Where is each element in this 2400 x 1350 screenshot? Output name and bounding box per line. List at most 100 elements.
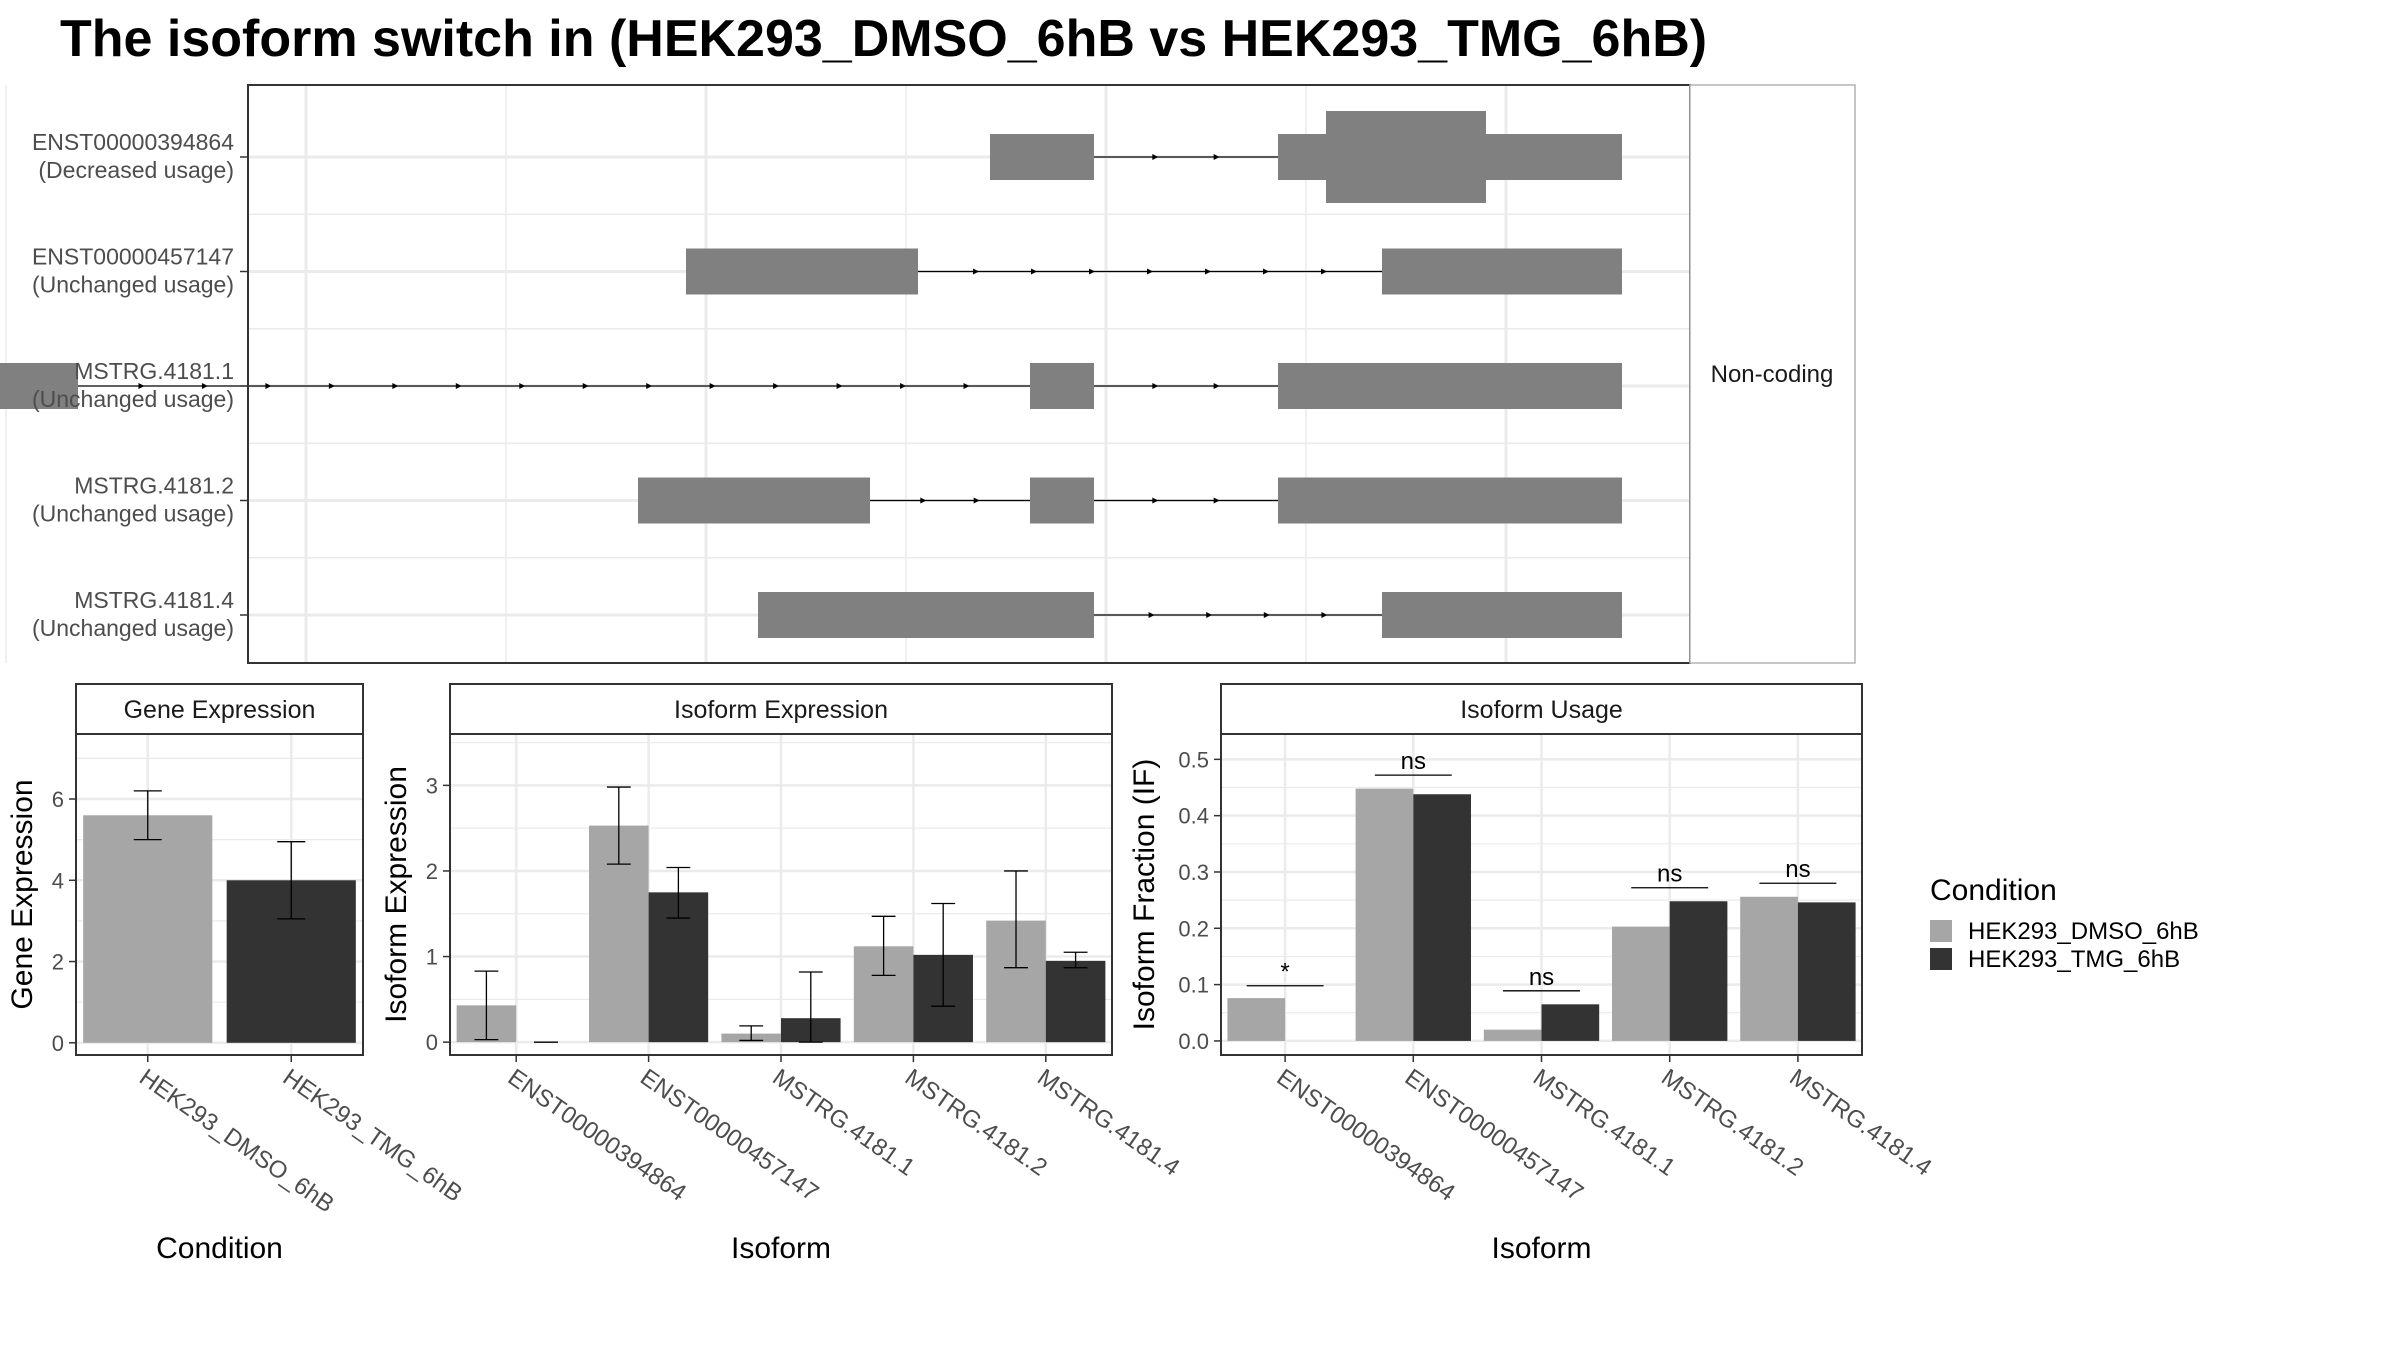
intron-arrow <box>920 497 927 504</box>
bar <box>1413 794 1471 1041</box>
significance-label: ns <box>1529 964 1554 991</box>
panel-title: Isoform Expression <box>674 696 888 724</box>
transcript-id-label: MSTRG.4181.1 <box>74 358 234 384</box>
intron-arrow <box>1206 612 1213 618</box>
bar <box>1541 1004 1600 1041</box>
legend-title: Condition <box>1930 874 2057 907</box>
panel-border <box>75 733 364 1056</box>
exon-block <box>1486 134 1622 180</box>
panel-title: Isoform Usage <box>1460 696 1623 724</box>
intron-arrow <box>1147 268 1153 275</box>
intron-arrow <box>519 383 526 389</box>
intron-arrow <box>709 383 716 389</box>
intron-arrow <box>1089 268 1095 275</box>
exon-block <box>1278 134 1326 180</box>
intron-arrow <box>1031 268 1037 275</box>
y-tick-label: 4 <box>52 868 64 893</box>
legend-swatch <box>1930 920 1952 942</box>
y-tick-label: 0.4 <box>1178 804 1209 829</box>
legend-swatch <box>1930 948 1952 970</box>
panel-strip <box>449 683 1113 735</box>
intron-arrow <box>1321 612 1328 618</box>
exon-block <box>1382 592 1622 638</box>
intron-arrow <box>1152 497 1159 504</box>
bar <box>1740 896 1798 1041</box>
bar <box>1227 998 1286 1041</box>
exon-block <box>1278 477 1622 524</box>
exon-block <box>1382 248 1622 295</box>
intron-arrow <box>836 383 843 389</box>
x-tick-label: MSTRG.4181.2 <box>900 1064 1052 1182</box>
significance-label: * <box>1280 959 1289 986</box>
x-tick-label: MSTRG.4181.4 <box>1784 1064 1936 1182</box>
coding-exon-block <box>1326 111 1486 203</box>
legend-entry-label: HEK293_DMSO_6hB <box>1968 918 2199 945</box>
significance-label: ns <box>1657 861 1682 888</box>
intron-arrow <box>1148 612 1155 618</box>
transcript-row <box>758 592 1622 638</box>
intron-arrow <box>455 383 462 389</box>
y-tick-label: 0.0 <box>1178 1029 1209 1054</box>
intron-arrow <box>328 383 335 389</box>
y-axis-title: Isoform Expression <box>380 766 413 1023</box>
transcript-structure-panel: ENST00000394864(Decreased usage) ENST0000… <box>0 84 1856 664</box>
bar <box>1797 902 1856 1041</box>
transcript-usage-label: (Unchanged usage) <box>32 272 234 298</box>
y-tick-label: 0 <box>426 1030 438 1055</box>
transcript-row <box>990 111 1622 203</box>
intron-arrow <box>1263 612 1270 618</box>
x-tick-label: MSTRG.4181.2 <box>1656 1064 1808 1182</box>
bar <box>1669 901 1728 1041</box>
transcript-usage-label: (Decreased usage) <box>38 157 234 183</box>
transcript-usage-label: (Unchanged usage) <box>32 386 234 412</box>
exon-block <box>0 363 78 409</box>
intron-arrow <box>1152 154 1159 160</box>
y-tick-label: 0.3 <box>1178 860 1209 885</box>
intron-arrow <box>1321 268 1327 275</box>
significance-label: ns <box>1785 856 1810 883</box>
exon-block <box>1030 363 1094 409</box>
intron-arrow <box>265 383 272 389</box>
intron-arrow <box>201 383 208 389</box>
intron-arrow <box>973 268 979 275</box>
y-tick-label: 6 <box>52 787 64 812</box>
intron-arrow <box>773 383 780 389</box>
x-axis-title: Condition <box>156 1232 283 1265</box>
intron-arrow <box>900 383 907 389</box>
transcript-row <box>686 248 1622 295</box>
x-axis-title: Isoform <box>1491 1232 1591 1265</box>
strip-box <box>1689 84 1856 664</box>
intron-arrow <box>1152 383 1159 389</box>
intron-arrow <box>1263 268 1269 275</box>
intron-arrow <box>973 497 980 504</box>
intron-arrow <box>582 383 589 389</box>
intron-arrow <box>646 383 653 389</box>
transcript-usage-label: (Unchanged usage) <box>32 615 234 641</box>
panel-strip <box>75 683 364 735</box>
y-axis-title: Gene Expression <box>6 779 39 1009</box>
exon-block <box>758 592 1094 638</box>
transcript-id-label: MSTRG.4181.2 <box>74 473 234 499</box>
exon-block <box>1278 363 1622 409</box>
y-tick-label: 3 <box>426 773 438 798</box>
transcript-id-label: ENST00000457147 <box>32 244 234 270</box>
transcript-id-label: MSTRG.4181.4 <box>74 587 234 613</box>
y-axis-title: Isoform Fraction (IF) <box>1128 759 1161 1031</box>
x-tick-label: MSTRG.4181.4 <box>1032 1064 1184 1182</box>
panel-strip <box>1220 683 1863 735</box>
y-tick-label: 0.5 <box>1178 747 1209 772</box>
y-tick-label: 0 <box>52 1031 64 1056</box>
y-tick-label: 2 <box>52 950 64 975</box>
transcript-usage-label: (Unchanged usage) <box>32 501 234 527</box>
intron-arrow <box>1213 383 1220 389</box>
y-tick-label: 0.1 <box>1178 973 1209 998</box>
transcript-row <box>0 363 1622 409</box>
intron-arrow <box>1205 268 1211 275</box>
transcript-row <box>638 477 1622 524</box>
intron-arrow <box>1213 497 1220 504</box>
exon-block <box>686 248 918 295</box>
bar <box>1355 788 1414 1041</box>
y-tick-label: 2 <box>426 859 438 884</box>
